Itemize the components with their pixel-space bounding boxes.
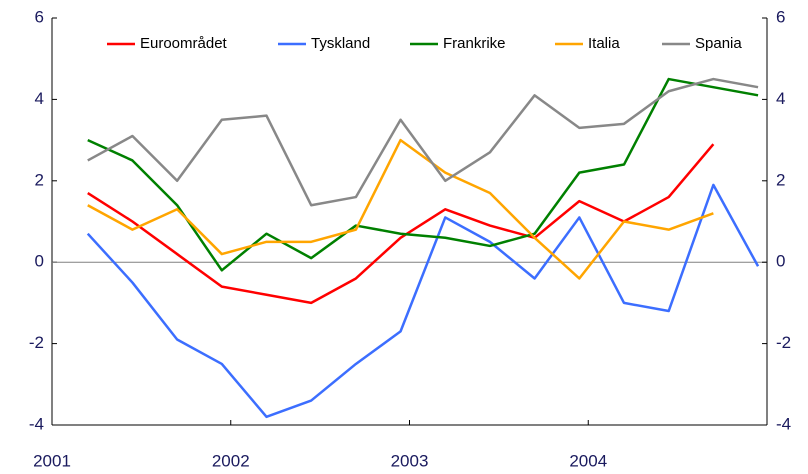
- y-tick-label: -4: [29, 414, 44, 433]
- y2-tick-label: 4: [776, 89, 785, 108]
- legend-label: Italia: [588, 35, 620, 52]
- x-tick-label: 2003: [391, 451, 429, 470]
- x-tick-label: 2004: [569, 451, 607, 470]
- y2-tick-label: 2: [776, 170, 785, 189]
- legend-label: Euroområdet: [140, 35, 228, 52]
- x-tick-label: 2002: [212, 451, 250, 470]
- legend-label: Spania: [695, 35, 742, 52]
- y-tick-label: 4: [35, 89, 44, 108]
- y-tick-label: 6: [35, 7, 44, 26]
- y-tick-label: 2: [35, 170, 44, 189]
- series-line: [87, 138, 714, 280]
- y-tick-label: 0: [35, 252, 44, 271]
- y-tick-label: -2: [29, 333, 44, 352]
- legend-label: Tyskland: [311, 35, 370, 52]
- x-tick-label: 2001: [33, 451, 71, 470]
- series-line: [87, 143, 715, 305]
- y2-tick-label: -4: [776, 414, 791, 433]
- series-line: [87, 77, 759, 272]
- y2-tick-label: -2: [776, 333, 791, 352]
- legend-label: Frankrike: [443, 35, 506, 52]
- y2-tick-label: 6: [776, 7, 785, 26]
- series-line: [87, 77, 759, 207]
- series-line: [86, 183, 760, 419]
- y2-tick-label: 0: [776, 252, 785, 271]
